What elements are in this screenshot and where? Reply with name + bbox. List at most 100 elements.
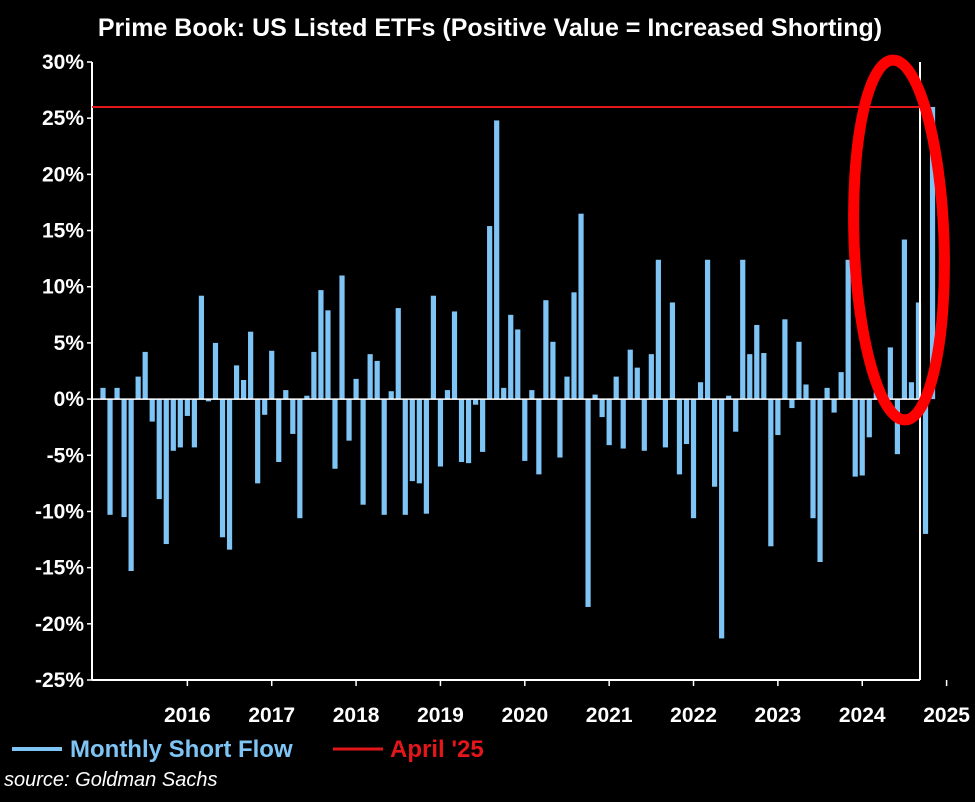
- x-tick-label: 2024: [839, 704, 886, 727]
- bar: [198, 295, 205, 400]
- y-tick-label: 5%: [54, 332, 85, 355]
- bar: [838, 372, 844, 400]
- bar: [276, 399, 282, 463]
- bar: [726, 395, 732, 400]
- y-tick-label: -15%: [35, 557, 84, 580]
- bar: [894, 399, 900, 455]
- bar: [845, 259, 851, 400]
- bar: [690, 399, 697, 519]
- bar: [606, 399, 612, 446]
- bar: [704, 259, 711, 400]
- y-tick-label: 25%: [42, 107, 84, 130]
- bar: [241, 379, 247, 400]
- bar: [859, 399, 865, 476]
- bar: [402, 399, 408, 515]
- bar: [346, 399, 352, 441]
- bar: [297, 399, 303, 519]
- bar: [395, 308, 401, 400]
- bar: [536, 399, 542, 475]
- bar: [515, 329, 521, 400]
- bar: [697, 382, 704, 400]
- bar: [304, 395, 310, 400]
- bar: [269, 350, 275, 400]
- bar: [564, 376, 570, 400]
- bar: [142, 351, 148, 400]
- bar: [733, 399, 739, 432]
- y-tick-label: 10%: [42, 276, 84, 299]
- bar: [901, 239, 908, 400]
- bar: [318, 290, 324, 400]
- bar: [761, 353, 767, 400]
- bar: [620, 399, 626, 449]
- y-tick-label: -5%: [47, 444, 85, 467]
- bar: [409, 399, 415, 482]
- bar: [915, 302, 922, 400]
- bar: [782, 319, 788, 400]
- bar: [592, 394, 598, 400]
- annotation-group: [848, 54, 950, 426]
- y-axis: 30% 25% 20% 15% 10% 5% 0% -5% -10% -15% -20% -25%: [35, 51, 92, 692]
- y-tick-label: -20%: [35, 613, 84, 636]
- y-tick-label: 30%: [42, 51, 84, 74]
- bar: [184, 399, 190, 416]
- bar: [669, 302, 676, 400]
- bar: [233, 365, 240, 400]
- bar: [648, 354, 654, 400]
- bar: [480, 399, 486, 452]
- bar: [255, 399, 261, 484]
- bar: [803, 384, 809, 400]
- bar: [367, 354, 373, 400]
- bar: [683, 399, 690, 445]
- bar: [578, 213, 584, 400]
- bar: [311, 351, 317, 400]
- bar: [494, 120, 500, 400]
- bar: [501, 387, 507, 400]
- bar: [599, 399, 605, 418]
- bar: [128, 399, 134, 572]
- bar: [100, 387, 106, 400]
- bar: [852, 399, 858, 477]
- x-tick-label: 2021: [586, 704, 633, 727]
- bar: [325, 310, 331, 400]
- bar: [381, 399, 387, 515]
- bar: [866, 399, 872, 438]
- bar: [444, 390, 451, 400]
- bar: [676, 399, 683, 475]
- bar: [465, 399, 472, 464]
- bar: [796, 341, 802, 400]
- bar: [613, 376, 619, 400]
- x-axis: 2016 2017 2018 2019 2020 2021 2022 2023 2024 2025: [164, 680, 970, 727]
- bar: [360, 399, 366, 505]
- bar: [107, 399, 113, 515]
- bar: [121, 399, 127, 518]
- bar: [135, 376, 141, 400]
- bar: [226, 399, 233, 550]
- y-tick-label: 15%: [42, 220, 84, 243]
- bar: [212, 342, 219, 400]
- source-note: source: Goldman Sachs: [4, 769, 217, 791]
- y-tick-label: 0%: [54, 388, 85, 411]
- bar: [430, 295, 437, 400]
- y-tick-label: -10%: [35, 500, 84, 523]
- bar: [789, 399, 795, 409]
- chart-title: Prime Book: US Listed ETFs (Positive Val…: [98, 14, 882, 42]
- legend: Monthly Short Flow April '25: [12, 736, 484, 763]
- bar: [543, 300, 549, 400]
- bar: [508, 314, 514, 400]
- x-tick-label: 2025: [923, 704, 970, 727]
- x-tick-label: 2019: [417, 704, 464, 727]
- bar: [719, 399, 725, 639]
- x-tick-label: 2018: [333, 704, 380, 727]
- bar: [557, 399, 563, 458]
- bar: [929, 106, 936, 400]
- bar: [177, 399, 183, 448]
- bar: [353, 378, 359, 400]
- bar: [571, 292, 577, 400]
- x-tick-label: 2016: [164, 704, 211, 727]
- bar: [437, 399, 444, 467]
- bar: [529, 390, 535, 400]
- bar: [908, 382, 915, 400]
- bar: [163, 399, 169, 545]
- x-tick-label: 2023: [755, 704, 802, 727]
